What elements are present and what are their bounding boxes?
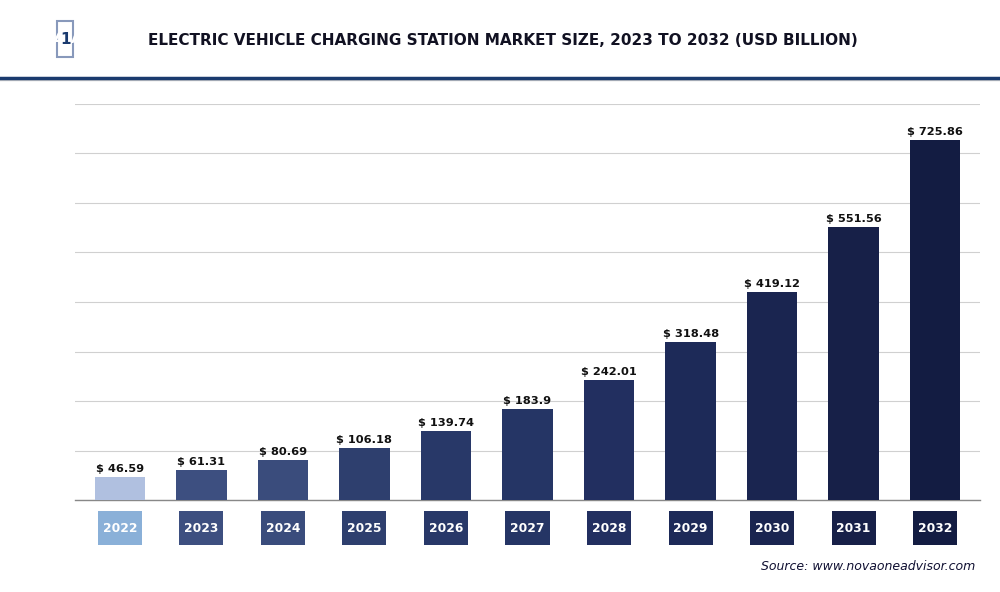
Text: $ 46.59: $ 46.59	[96, 464, 144, 474]
Bar	[339, 448, 390, 500]
FancyBboxPatch shape	[832, 511, 876, 545]
Text: 2025: 2025	[347, 522, 382, 535]
Bar	[747, 292, 797, 500]
Text: $ 61.31: $ 61.31	[177, 457, 225, 467]
Bar	[502, 409, 553, 500]
Text: $ 551.56: $ 551.56	[826, 214, 882, 224]
Text: $ 419.12: $ 419.12	[744, 279, 800, 289]
Text: 2027: 2027	[510, 522, 545, 535]
Text: ELECTRIC VEHICLE CHARGING STATION MARKET SIZE, 2023 TO 2032 (USD BILLION): ELECTRIC VEHICLE CHARGING STATION MARKET…	[148, 33, 858, 48]
Text: $ 139.74: $ 139.74	[418, 418, 474, 428]
Text: 1: 1	[60, 31, 70, 47]
Text: 2029: 2029	[673, 522, 708, 535]
Text: $ 318.48: $ 318.48	[663, 329, 719, 339]
Text: Source: www.novaoneadvisor.com: Source: www.novaoneadvisor.com	[761, 560, 975, 573]
FancyBboxPatch shape	[342, 511, 386, 545]
Bar	[584, 380, 634, 500]
FancyBboxPatch shape	[750, 511, 794, 545]
FancyBboxPatch shape	[424, 511, 468, 545]
Bar	[176, 470, 227, 500]
Text: NOVA: NOVA	[18, 31, 65, 47]
Text: $ 242.01: $ 242.01	[581, 367, 637, 377]
Bar	[258, 460, 308, 500]
FancyBboxPatch shape	[587, 511, 631, 545]
Text: 2032: 2032	[918, 522, 952, 535]
FancyBboxPatch shape	[57, 21, 73, 57]
Bar	[910, 140, 960, 500]
Text: 2031: 2031	[836, 522, 871, 535]
FancyBboxPatch shape	[913, 511, 957, 545]
Text: $ 183.9: $ 183.9	[503, 396, 552, 406]
FancyBboxPatch shape	[179, 511, 223, 545]
Text: $ 80.69: $ 80.69	[259, 448, 307, 457]
FancyBboxPatch shape	[505, 511, 550, 545]
Text: ADVISOR: ADVISOR	[71, 33, 135, 46]
Text: 2023: 2023	[184, 522, 219, 535]
Text: 2024: 2024	[266, 522, 300, 535]
Bar	[665, 342, 716, 500]
FancyBboxPatch shape	[261, 511, 305, 545]
FancyBboxPatch shape	[98, 511, 142, 545]
FancyBboxPatch shape	[669, 511, 713, 545]
Text: $ 106.18: $ 106.18	[336, 435, 392, 445]
Bar	[95, 477, 145, 500]
Text: 2028: 2028	[592, 522, 626, 535]
Text: $ 725.86: $ 725.86	[907, 127, 963, 137]
Text: 2030: 2030	[755, 522, 789, 535]
Text: 2026: 2026	[429, 522, 463, 535]
Text: 2022: 2022	[103, 522, 137, 535]
Bar	[421, 431, 471, 500]
Bar	[828, 227, 879, 500]
